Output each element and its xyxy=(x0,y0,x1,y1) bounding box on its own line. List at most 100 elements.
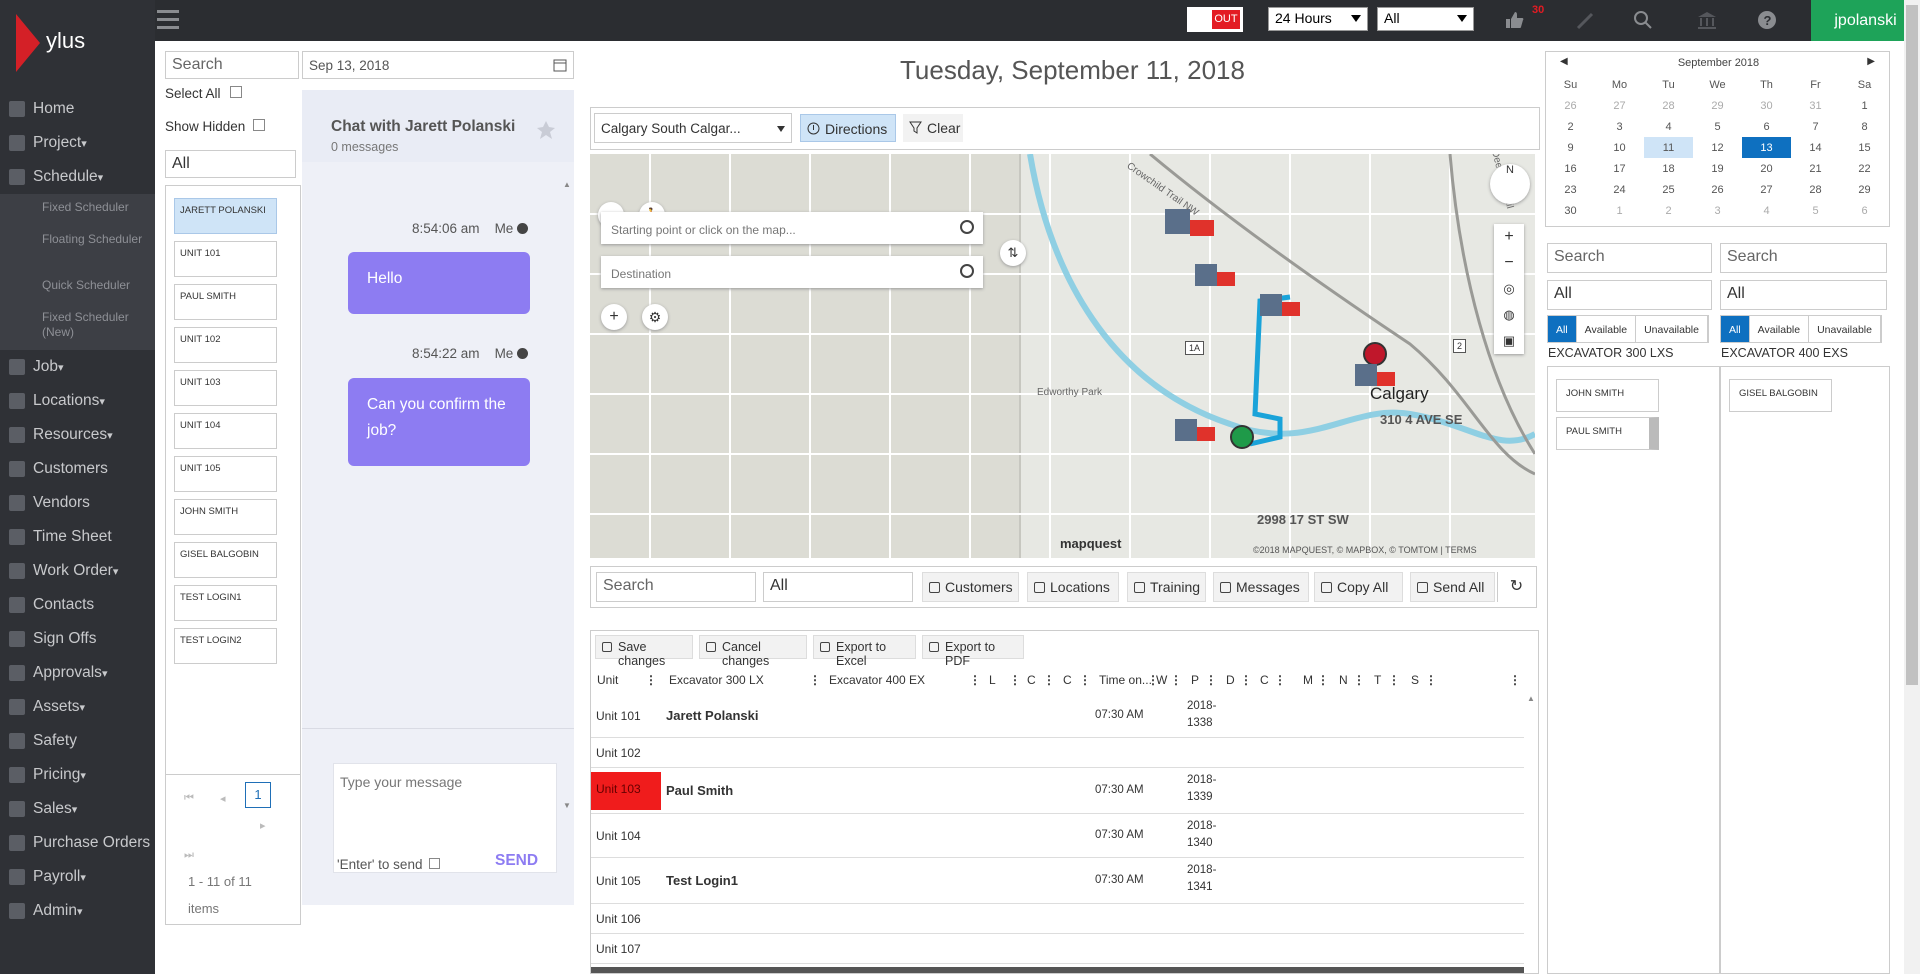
sidebar-subitem[interactable]: Fixed Scheduler xyxy=(0,194,155,226)
seg-unavailable[interactable]: Unavailable xyxy=(1636,316,1708,342)
calendar-day[interactable]: 1 xyxy=(1861,99,1868,112)
user-list-item[interactable]: GISEL BALGOBIN xyxy=(174,542,277,578)
calendar-day[interactable]: 4 xyxy=(1665,120,1672,133)
traffic-icon[interactable]: ▣ xyxy=(1502,333,1516,348)
seg-available[interactable]: Available xyxy=(1577,316,1637,342)
seg-all[interactable]: All xyxy=(1721,316,1750,342)
swap-icon[interactable]: ⇅ xyxy=(1000,240,1026,266)
availability-toggle-2[interactable]: All Available Unavailable xyxy=(1720,315,1882,343)
table-row[interactable]: Unit 101 Jarett Polanski 07:30 AM 2018- 1338 xyxy=(591,694,1524,738)
column-menu-icon[interactable]: ⋮ xyxy=(1079,673,1091,687)
truck-icon[interactable] xyxy=(1355,364,1395,386)
calendar-day[interactable]: 26 xyxy=(1564,99,1577,112)
cancel-changes-button[interactable]: Cancel changes xyxy=(699,635,807,668)
page-number[interactable]: 1 xyxy=(245,782,271,808)
resource-search-2[interactable]: Search xyxy=(1720,243,1887,273)
sidebar-item-job[interactable]: Job ▾ xyxy=(0,350,155,384)
calendar-icon[interactable] xyxy=(553,58,567,72)
calendar-day[interactable]: 6 xyxy=(1763,120,1770,133)
sidebar-item-safety[interactable]: Safety xyxy=(0,724,155,758)
hamburger-menu-icon[interactable] xyxy=(157,10,179,32)
table-row[interactable]: Unit 105 Test Login1 07:30 AM 2018- 1341 xyxy=(591,858,1524,904)
my-location-icon[interactable]: ◎ xyxy=(1503,281,1515,296)
user-list-item[interactable]: UNIT 102 xyxy=(174,327,277,363)
calendar-day[interactable]: 21 xyxy=(1809,162,1822,175)
globe-icon[interactable]: ◍ xyxy=(1503,307,1515,322)
column-menu-icon[interactable]: ⋮ xyxy=(1317,673,1329,687)
calendar-day[interactable]: 2 xyxy=(1665,204,1672,217)
grid-hscroll[interactable] xyxy=(591,967,1524,973)
last-page-icon[interactable]: ⏭ xyxy=(184,849,194,861)
availability-toggle-1[interactable]: All Available Unavailable xyxy=(1547,315,1709,343)
sidebar-item-schedule[interactable]: Schedule ▾ xyxy=(0,160,155,194)
resource-search-1[interactable]: Search xyxy=(1547,243,1712,273)
column-header[interactable]: D xyxy=(1226,673,1235,687)
app-logo[interactable]: ylus xyxy=(16,14,146,72)
user-list-item[interactable]: PAUL SMITH xyxy=(174,284,277,320)
show-hidden-checkbox[interactable] xyxy=(253,119,265,131)
table-row[interactable]: Unit 102 xyxy=(591,738,1524,768)
status-toggle[interactable]: OUT xyxy=(1187,7,1243,32)
table-row[interactable]: Unit 104 07:30 AM 2018- 1340 xyxy=(591,814,1524,858)
locations-button[interactable]: Locations xyxy=(1027,572,1119,602)
user-list-item[interactable]: UNIT 103 xyxy=(174,370,277,406)
column-menu-icon[interactable]: ⋮ xyxy=(1353,673,1365,687)
truck-icon[interactable] xyxy=(1165,209,1214,236)
sidebar-item-admin[interactable]: Admin ▾ xyxy=(0,894,155,928)
calendar-day[interactable]: 30 xyxy=(1564,204,1577,217)
start-point-input[interactable]: Starting point or click on the map... xyxy=(601,212,983,244)
column-menu-icon[interactable]: ⋮ xyxy=(1425,673,1437,687)
next-page-icon[interactable]: ▸ xyxy=(260,820,266,832)
page-scrollbar-thumb[interactable] xyxy=(1906,5,1918,685)
zoom-in-icon[interactable]: + xyxy=(1504,228,1514,245)
location-select[interactable]: Calgary South Calgar... xyxy=(594,113,792,143)
user-list-item[interactable]: TEST LOGIN2 xyxy=(174,628,277,664)
calendar-day[interactable]: 12 xyxy=(1711,141,1724,154)
sidebar-item-payroll[interactable]: Payroll ▾ xyxy=(0,860,155,894)
column-menu-icon[interactable]: ⋮ xyxy=(1274,673,1286,687)
copy-all-button[interactable]: Copy All xyxy=(1314,572,1403,602)
send-all-button[interactable]: Send All xyxy=(1410,572,1495,602)
calendar-day[interactable]: 11 xyxy=(1644,137,1693,158)
column-header[interactable]: Unit xyxy=(597,673,619,687)
column-menu-icon[interactable]: ⋮ xyxy=(1388,673,1400,687)
unit-cell[interactable]: Unit 105 xyxy=(596,874,641,888)
resource-chip[interactable]: JOHN SMITH xyxy=(1556,379,1659,412)
sidebar-item-project[interactable]: Project ▾ xyxy=(0,126,155,160)
calendar-day[interactable]: 31 xyxy=(1809,99,1822,112)
sidebar-item-sign-offs[interactable]: Sign Offs xyxy=(0,622,155,656)
sidebar-item-time-sheet[interactable]: Time Sheet xyxy=(0,520,155,554)
training-button[interactable]: Training xyxy=(1127,572,1206,602)
column-header[interactable]: P xyxy=(1191,673,1200,687)
enter-to-send-checkbox[interactable] xyxy=(429,858,440,869)
customers-button[interactable]: Customers xyxy=(922,572,1019,602)
calendar-day[interactable]: 18 xyxy=(1662,162,1675,175)
resource-filter-1[interactable]: All xyxy=(1547,280,1712,310)
chat-scrollbar[interactable]: ▲ ▼ xyxy=(563,180,571,810)
prev-page-icon[interactable]: ◂ xyxy=(220,793,226,805)
column-menu-icon[interactable]: ⋮ xyxy=(809,673,821,687)
calendar-day[interactable]: 22 xyxy=(1858,162,1871,175)
calendar-day[interactable]: 14 xyxy=(1809,141,1822,154)
column-header[interactable]: Excavator 300 LX xyxy=(669,673,764,687)
locate-icon[interactable] xyxy=(960,220,974,234)
sidebar-item-customers[interactable]: Customers xyxy=(0,452,155,486)
unit-cell[interactable]: Unit 107 xyxy=(596,942,641,956)
column-header[interactable]: C xyxy=(1027,673,1036,687)
select-all-checkbox[interactable] xyxy=(230,86,242,98)
resource-chip[interactable]: GISEL BALGOBIN xyxy=(1729,379,1832,412)
first-page-icon[interactable]: ⏮ xyxy=(184,792,194,804)
table-row[interactable]: Unit 107 xyxy=(591,934,1524,964)
search-icon[interactable] xyxy=(1633,10,1653,30)
column-header[interactable]: Time on... xyxy=(1099,673,1152,687)
messages-button[interactable]: Messages xyxy=(1213,572,1309,602)
column-menu-icon[interactable]: ⋮ xyxy=(1205,673,1217,687)
column-menu-icon[interactable]: ⋮ xyxy=(969,673,981,687)
prev-month-icon[interactable]: ◀ xyxy=(1560,56,1568,67)
help-icon[interactable]: ? xyxy=(1757,10,1777,30)
calendar-day[interactable]: 20 xyxy=(1760,162,1773,175)
end-marker-icon[interactable] xyxy=(1363,342,1387,366)
calendar-day[interactable]: 9 xyxy=(1567,141,1574,154)
column-header[interactable]: T xyxy=(1374,673,1382,687)
sidebar-item-locations[interactable]: Locations ▾ xyxy=(0,384,155,418)
